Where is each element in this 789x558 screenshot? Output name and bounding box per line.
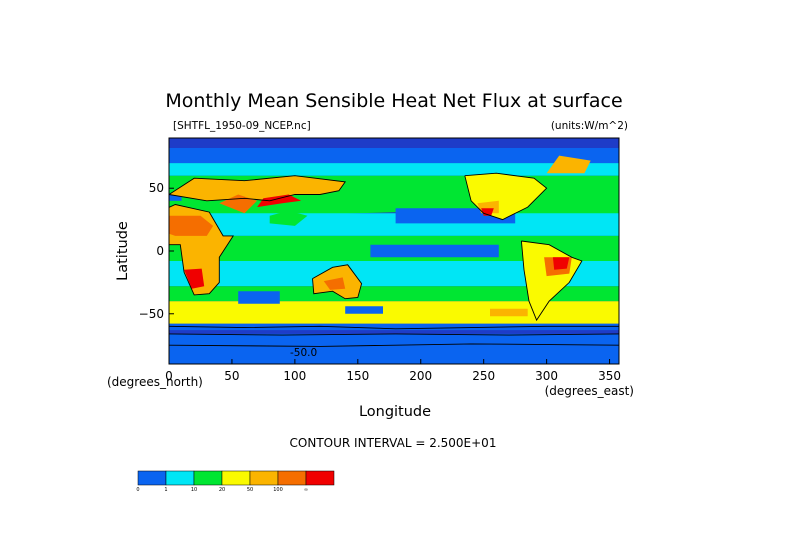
land-flux-field: [552, 257, 570, 270]
contour-line: [169, 204, 235, 296]
colorbar-label: 1: [164, 487, 167, 493]
colorbar-label: 50: [247, 487, 253, 493]
x-tick-label: 50: [224, 369, 239, 383]
flux-band: [169, 163, 619, 176]
x-axis-label: Longitude: [359, 404, 431, 420]
contour-interval: CONTOUR INTERVAL = 2.500E+01: [290, 436, 497, 450]
flux-band: [169, 286, 619, 302]
land-flux-field: [184, 268, 205, 289]
land-flux-field: [269, 210, 308, 226]
x-tick-label: 350: [598, 369, 621, 383]
flux-band: [345, 306, 383, 314]
contour-line: [169, 175, 347, 202]
flux-band: [169, 261, 619, 287]
y-tick-label: 0: [156, 244, 164, 258]
land-flux-field: [546, 155, 591, 174]
x-tick-label: 100: [283, 369, 306, 383]
colorbar-label: 20: [219, 487, 225, 493]
y-axis-label: Latitude: [115, 221, 131, 281]
x-axis-ticks: 0 50 100 150 200 250 300 350: [165, 359, 621, 383]
colorbar: 0 1 10 20 50 100 ∞: [136, 470, 335, 493]
colorbar-label: ∞: [304, 487, 308, 493]
land-flux-field: [169, 333, 619, 364]
land-flux-field: [257, 194, 302, 208]
colorbar-swatch: [193, 470, 223, 486]
contour-lines: [169, 172, 619, 347]
contour-label: -50.0: [290, 347, 317, 359]
y-tick-label: 50: [149, 181, 164, 195]
contour-line: [169, 343, 619, 347]
x-tick-label: 200: [409, 369, 432, 383]
flux-band: [370, 244, 499, 258]
flux-band: [238, 291, 280, 304]
x-tick-label: 150: [346, 369, 369, 383]
contour-line: [312, 264, 363, 300]
x-tick-label: 300: [535, 369, 558, 383]
contour-line: [520, 240, 583, 322]
colorbar-swatch: [249, 470, 279, 486]
y-tick-label: −50: [139, 307, 164, 321]
contour-line: [169, 325, 619, 330]
colorbar-swatch: [221, 470, 251, 486]
land-flux-field: [169, 215, 214, 236]
flux-bands: [169, 148, 619, 331]
y-unit-label: (degrees_north): [107, 375, 203, 389]
land-flux-field: [323, 277, 346, 290]
colorbar-swatch: [277, 470, 307, 486]
dataset-label: [SHTFL_1950-09_NCEP.nc]: [173, 120, 311, 132]
chart-title: Monthly Mean Sensible Heat Net Flux at s…: [165, 90, 622, 112]
x-unit-label: (degrees_east): [545, 384, 634, 398]
contour-line: [464, 172, 548, 221]
flux-band: [169, 148, 619, 164]
units-label: (units:W/m^2): [551, 120, 628, 132]
flux-band: [490, 308, 528, 317]
x-tick-label: 250: [472, 369, 495, 383]
flux-band: [169, 323, 619, 331]
colorbar-label: 0: [136, 487, 139, 493]
flux-band: [169, 301, 619, 324]
colorbar-label: 10: [191, 487, 197, 493]
plot-area: -50.0: [168, 137, 620, 365]
x-tick-label: 0: [165, 369, 173, 383]
colorbar-swatch: [165, 470, 195, 486]
land-flux-field: [169, 175, 346, 201]
colorbar-label: 100: [273, 487, 283, 493]
y-axis-ticks: 50 0 −50: [139, 181, 174, 321]
flux-band: [169, 213, 619, 236]
colorbar-swatch: [305, 470, 335, 486]
colorbar-swatch: [137, 470, 167, 486]
contour-line: [169, 333, 619, 336]
